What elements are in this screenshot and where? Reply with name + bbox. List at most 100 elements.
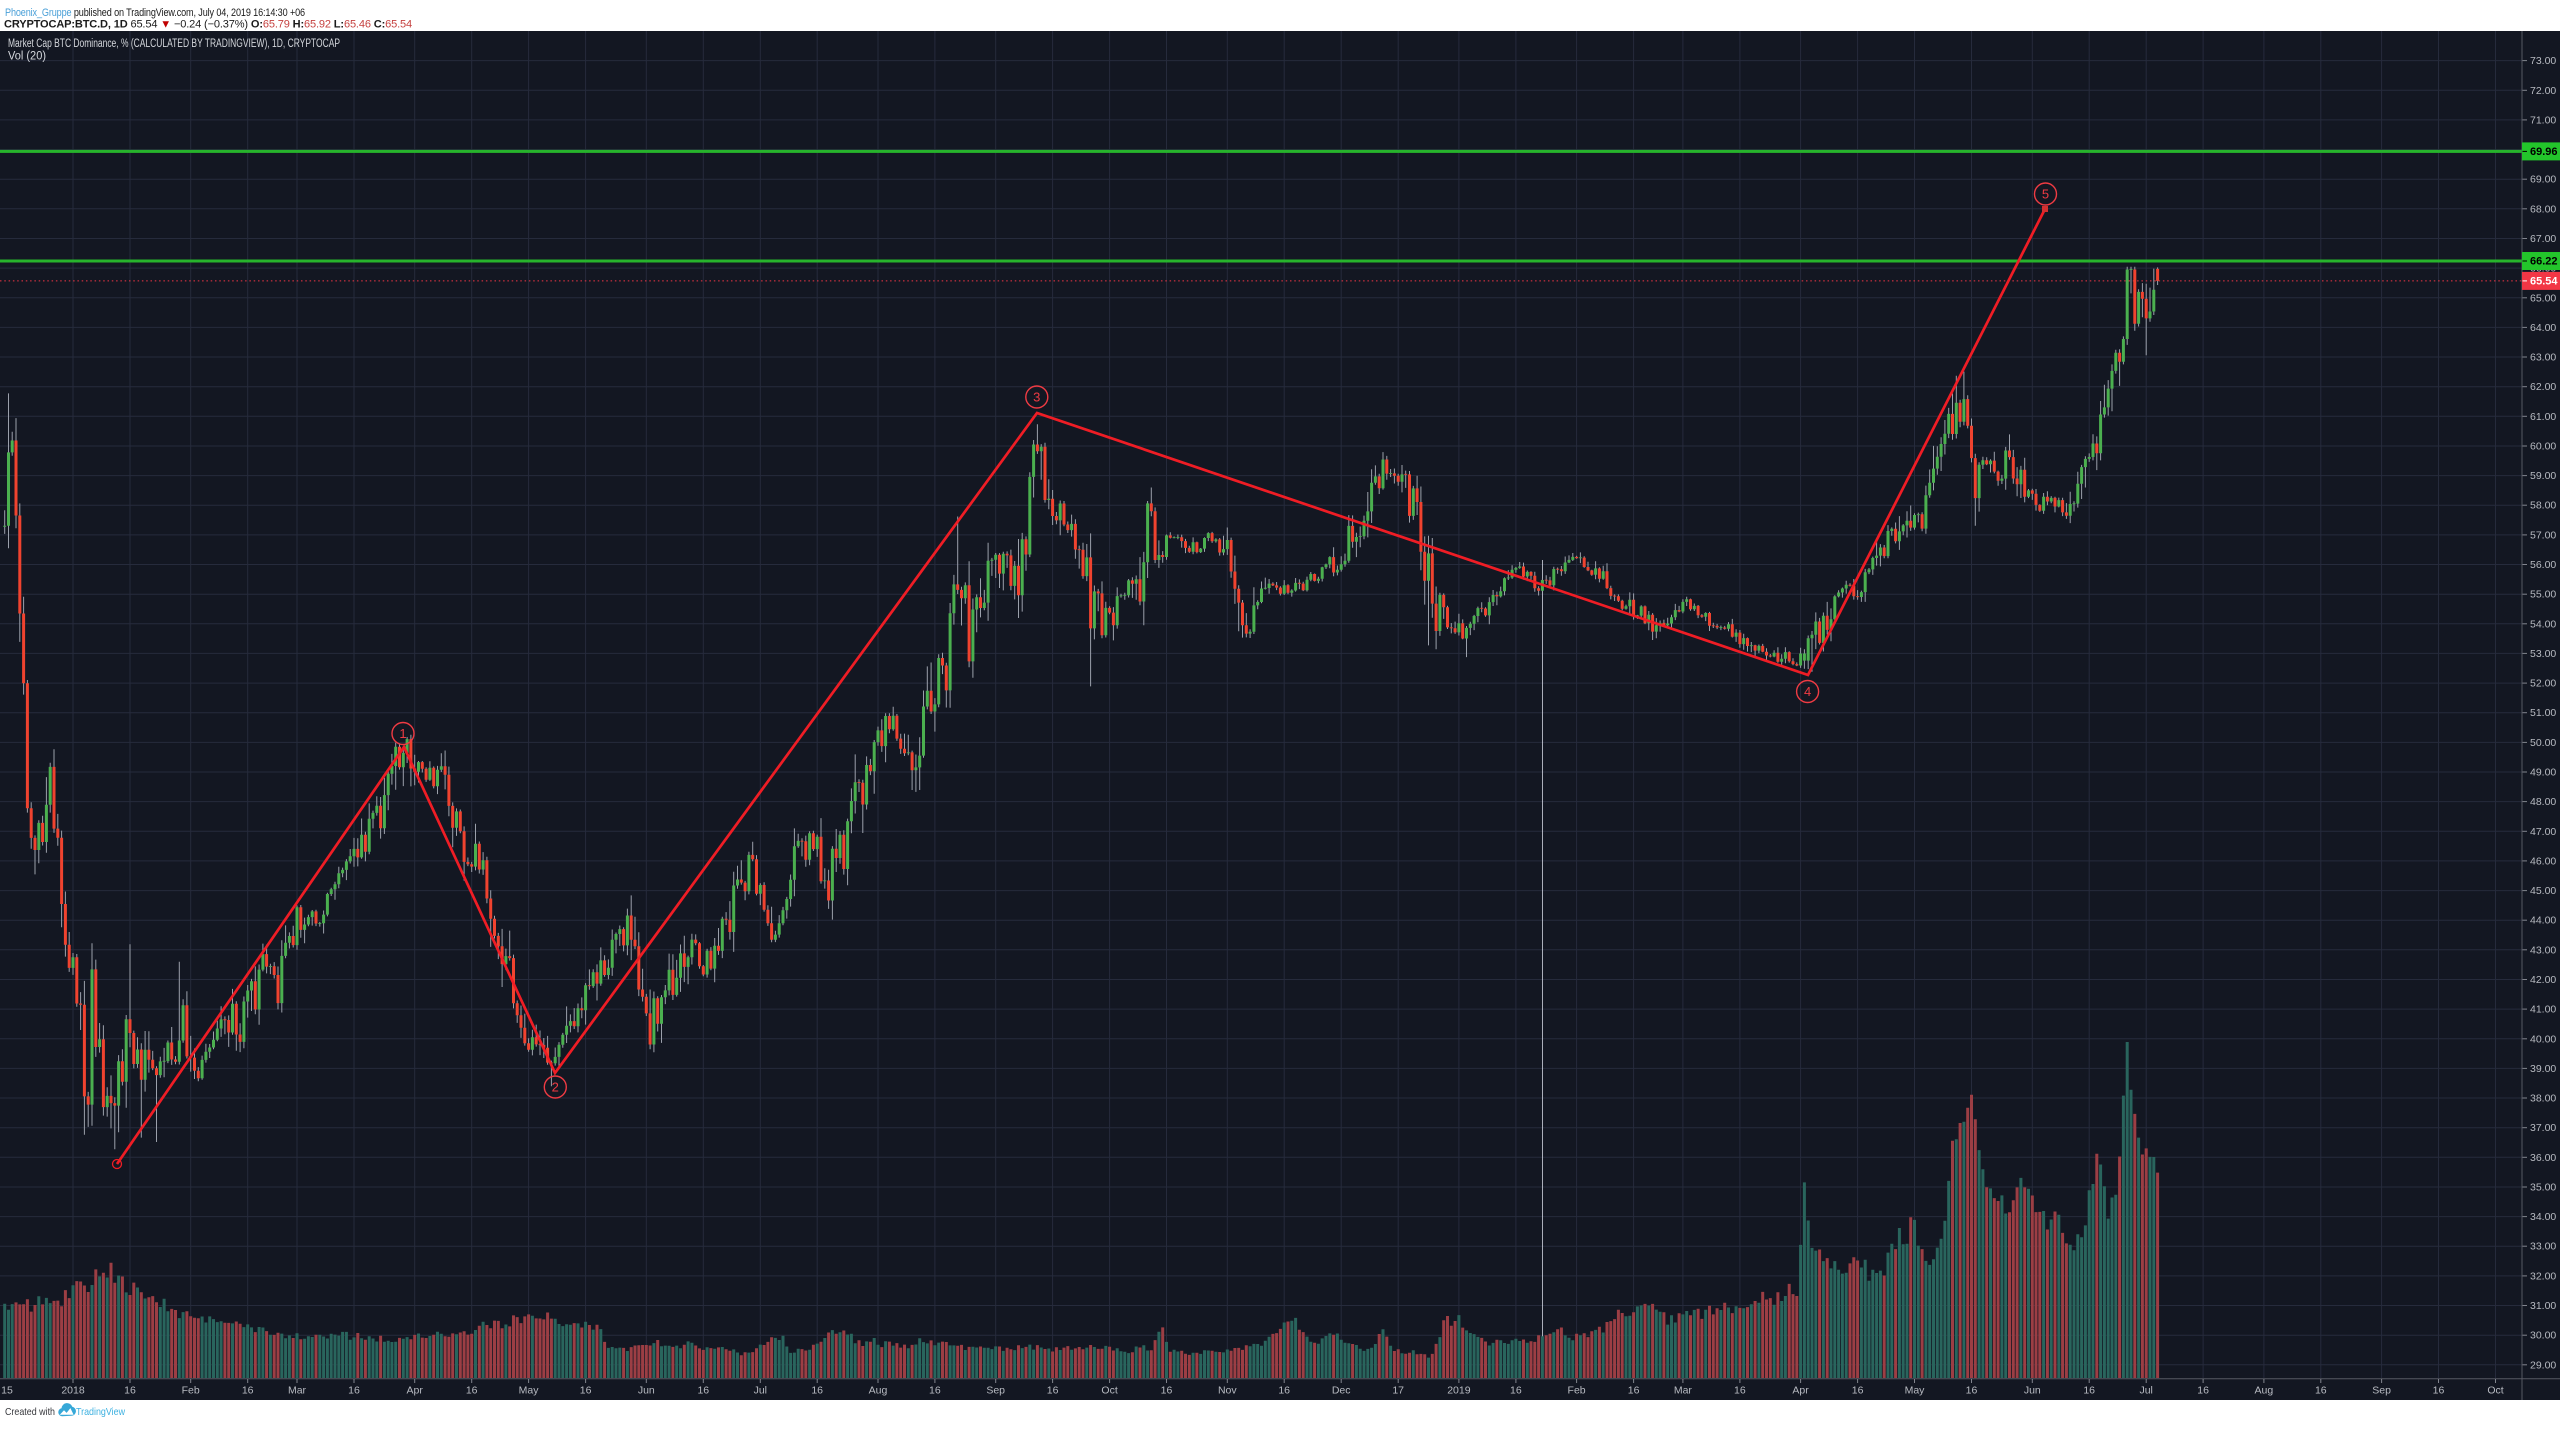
svg-text:71.00: 71.00: [2530, 114, 2556, 126]
svg-text:16: 16: [1734, 1385, 1746, 1397]
svg-text:50.00: 50.00: [2530, 737, 2556, 749]
svg-text:Feb: Feb: [182, 1385, 200, 1397]
svg-text:30.00: 30.00: [2530, 1330, 2556, 1342]
svg-text:16: 16: [1278, 1385, 1290, 1397]
svg-text:34.00: 34.00: [2530, 1211, 2556, 1223]
svg-text:62.00: 62.00: [2530, 381, 2556, 393]
svg-text:Apr: Apr: [1792, 1385, 1809, 1397]
svg-text:17: 17: [1392, 1385, 1404, 1397]
svg-text:16: 16: [2197, 1385, 2209, 1397]
svg-text:64.00: 64.00: [2530, 322, 2556, 334]
svg-text:15: 15: [1, 1385, 13, 1397]
svg-text:May: May: [1905, 1385, 1926, 1397]
svg-text:29.00: 29.00: [2530, 1359, 2556, 1371]
svg-text:69.96: 69.96: [2530, 146, 2558, 158]
svg-text:16: 16: [2083, 1385, 2095, 1397]
svg-text:16: 16: [697, 1385, 709, 1397]
svg-text:32.00: 32.00: [2530, 1270, 2556, 1282]
svg-text:Mar: Mar: [288, 1385, 307, 1397]
svg-text:43.00: 43.00: [2530, 944, 2556, 956]
svg-text:48.00: 48.00: [2530, 796, 2556, 808]
svg-text:44.00: 44.00: [2530, 915, 2556, 927]
svg-text:60.00: 60.00: [2530, 441, 2556, 453]
svg-text:16: 16: [811, 1385, 823, 1397]
svg-text:16: 16: [242, 1385, 254, 1397]
svg-text:16: 16: [1852, 1385, 1864, 1397]
svg-text:35.00: 35.00: [2530, 1182, 2556, 1194]
svg-text:66.22: 66.22: [2530, 256, 2558, 268]
svg-text:65.00: 65.00: [2530, 292, 2556, 304]
svg-text:Oct: Oct: [1101, 1385, 1117, 1397]
svg-text:45.00: 45.00: [2530, 885, 2556, 897]
svg-text:53.00: 53.00: [2530, 648, 2556, 660]
svg-text:73.00: 73.00: [2530, 55, 2556, 67]
svg-text:38.00: 38.00: [2530, 1093, 2556, 1105]
svg-text:Aug: Aug: [869, 1385, 888, 1397]
svg-text:52.00: 52.00: [2530, 678, 2556, 690]
svg-text:68.00: 68.00: [2530, 203, 2556, 215]
svg-text:59.00: 59.00: [2530, 470, 2556, 482]
svg-text:63.00: 63.00: [2530, 352, 2556, 364]
svg-text:16: 16: [1047, 1385, 1059, 1397]
svg-text:16: 16: [929, 1385, 941, 1397]
svg-text:39.00: 39.00: [2530, 1063, 2556, 1075]
svg-text:54.00: 54.00: [2530, 618, 2556, 630]
svg-text:Created with: Created with: [5, 1406, 55, 1418]
svg-text:Phoenix_Gruppe published on Tr: Phoenix_Gruppe published on TradingView.…: [5, 7, 305, 19]
svg-text:2: 2: [552, 1080, 559, 1095]
svg-text:2018: 2018: [61, 1385, 85, 1397]
svg-text:46.00: 46.00: [2530, 855, 2556, 867]
svg-text:72.00: 72.00: [2530, 85, 2556, 97]
svg-text:Nov: Nov: [1218, 1385, 1237, 1397]
svg-text:16: 16: [348, 1385, 360, 1397]
svg-text:16: 16: [2315, 1385, 2327, 1397]
svg-text:16: 16: [580, 1385, 592, 1397]
svg-text:65.54: 65.54: [2530, 275, 2558, 287]
svg-text:Oct: Oct: [2487, 1385, 2503, 1397]
svg-text:CRYPTOCAP:BTC.D, 1D 65.54 ▼ −0: CRYPTOCAP:BTC.D, 1D 65.54 ▼ −0.24 (−0.37…: [4, 19, 412, 31]
svg-text:4: 4: [1804, 684, 1811, 699]
svg-text:TradingView: TradingView: [76, 1406, 125, 1418]
svg-text:5: 5: [2042, 187, 2049, 202]
svg-text:33.00: 33.00: [2530, 1241, 2556, 1253]
svg-text:Jun: Jun: [2024, 1385, 2041, 1397]
svg-text:16: 16: [466, 1385, 478, 1397]
svg-text:16: 16: [1510, 1385, 1522, 1397]
svg-text:57.00: 57.00: [2530, 529, 2556, 541]
svg-text:55.00: 55.00: [2530, 589, 2556, 601]
svg-text:16: 16: [2433, 1385, 2445, 1397]
svg-text:42.00: 42.00: [2530, 974, 2556, 986]
svg-text:61.00: 61.00: [2530, 411, 2556, 423]
svg-text:16: 16: [1161, 1385, 1173, 1397]
svg-text:56.00: 56.00: [2530, 559, 2556, 571]
svg-text:16: 16: [1628, 1385, 1640, 1397]
svg-text:Sep: Sep: [986, 1385, 1005, 1397]
svg-text:May: May: [519, 1385, 540, 1397]
svg-text:37.00: 37.00: [2530, 1122, 2556, 1134]
svg-text:Dec: Dec: [1332, 1385, 1351, 1397]
svg-text:36.00: 36.00: [2530, 1152, 2556, 1164]
svg-text:58.00: 58.00: [2530, 500, 2556, 512]
svg-text:51.00: 51.00: [2530, 707, 2556, 719]
svg-text:67.00: 67.00: [2530, 233, 2556, 245]
svg-text:47.00: 47.00: [2530, 826, 2556, 838]
svg-text:Sep: Sep: [2372, 1385, 2391, 1397]
svg-text:3: 3: [1033, 390, 1040, 405]
svg-text:Apr: Apr: [407, 1385, 424, 1397]
svg-text:2019: 2019: [1447, 1385, 1471, 1397]
svg-text:Jul: Jul: [754, 1385, 767, 1397]
svg-text:Mar: Mar: [1674, 1385, 1693, 1397]
svg-text:Aug: Aug: [2255, 1385, 2274, 1397]
svg-text:1: 1: [399, 726, 406, 741]
svg-text:16: 16: [1966, 1385, 1978, 1397]
svg-text:69.00: 69.00: [2530, 174, 2556, 186]
svg-text:Vol (20): Vol (20): [8, 51, 46, 63]
svg-text:49.00: 49.00: [2530, 767, 2556, 779]
svg-text:41.00: 41.00: [2530, 1004, 2556, 1016]
svg-text:Jun: Jun: [638, 1385, 655, 1397]
svg-text:16: 16: [124, 1385, 136, 1397]
svg-text:Market Cap BTC Dominance, % (C: Market Cap BTC Dominance, % (CALCULATED …: [8, 38, 340, 50]
svg-text:Feb: Feb: [1568, 1385, 1586, 1397]
svg-text:Jul: Jul: [2139, 1385, 2152, 1397]
svg-text:40.00: 40.00: [2530, 1033, 2556, 1045]
